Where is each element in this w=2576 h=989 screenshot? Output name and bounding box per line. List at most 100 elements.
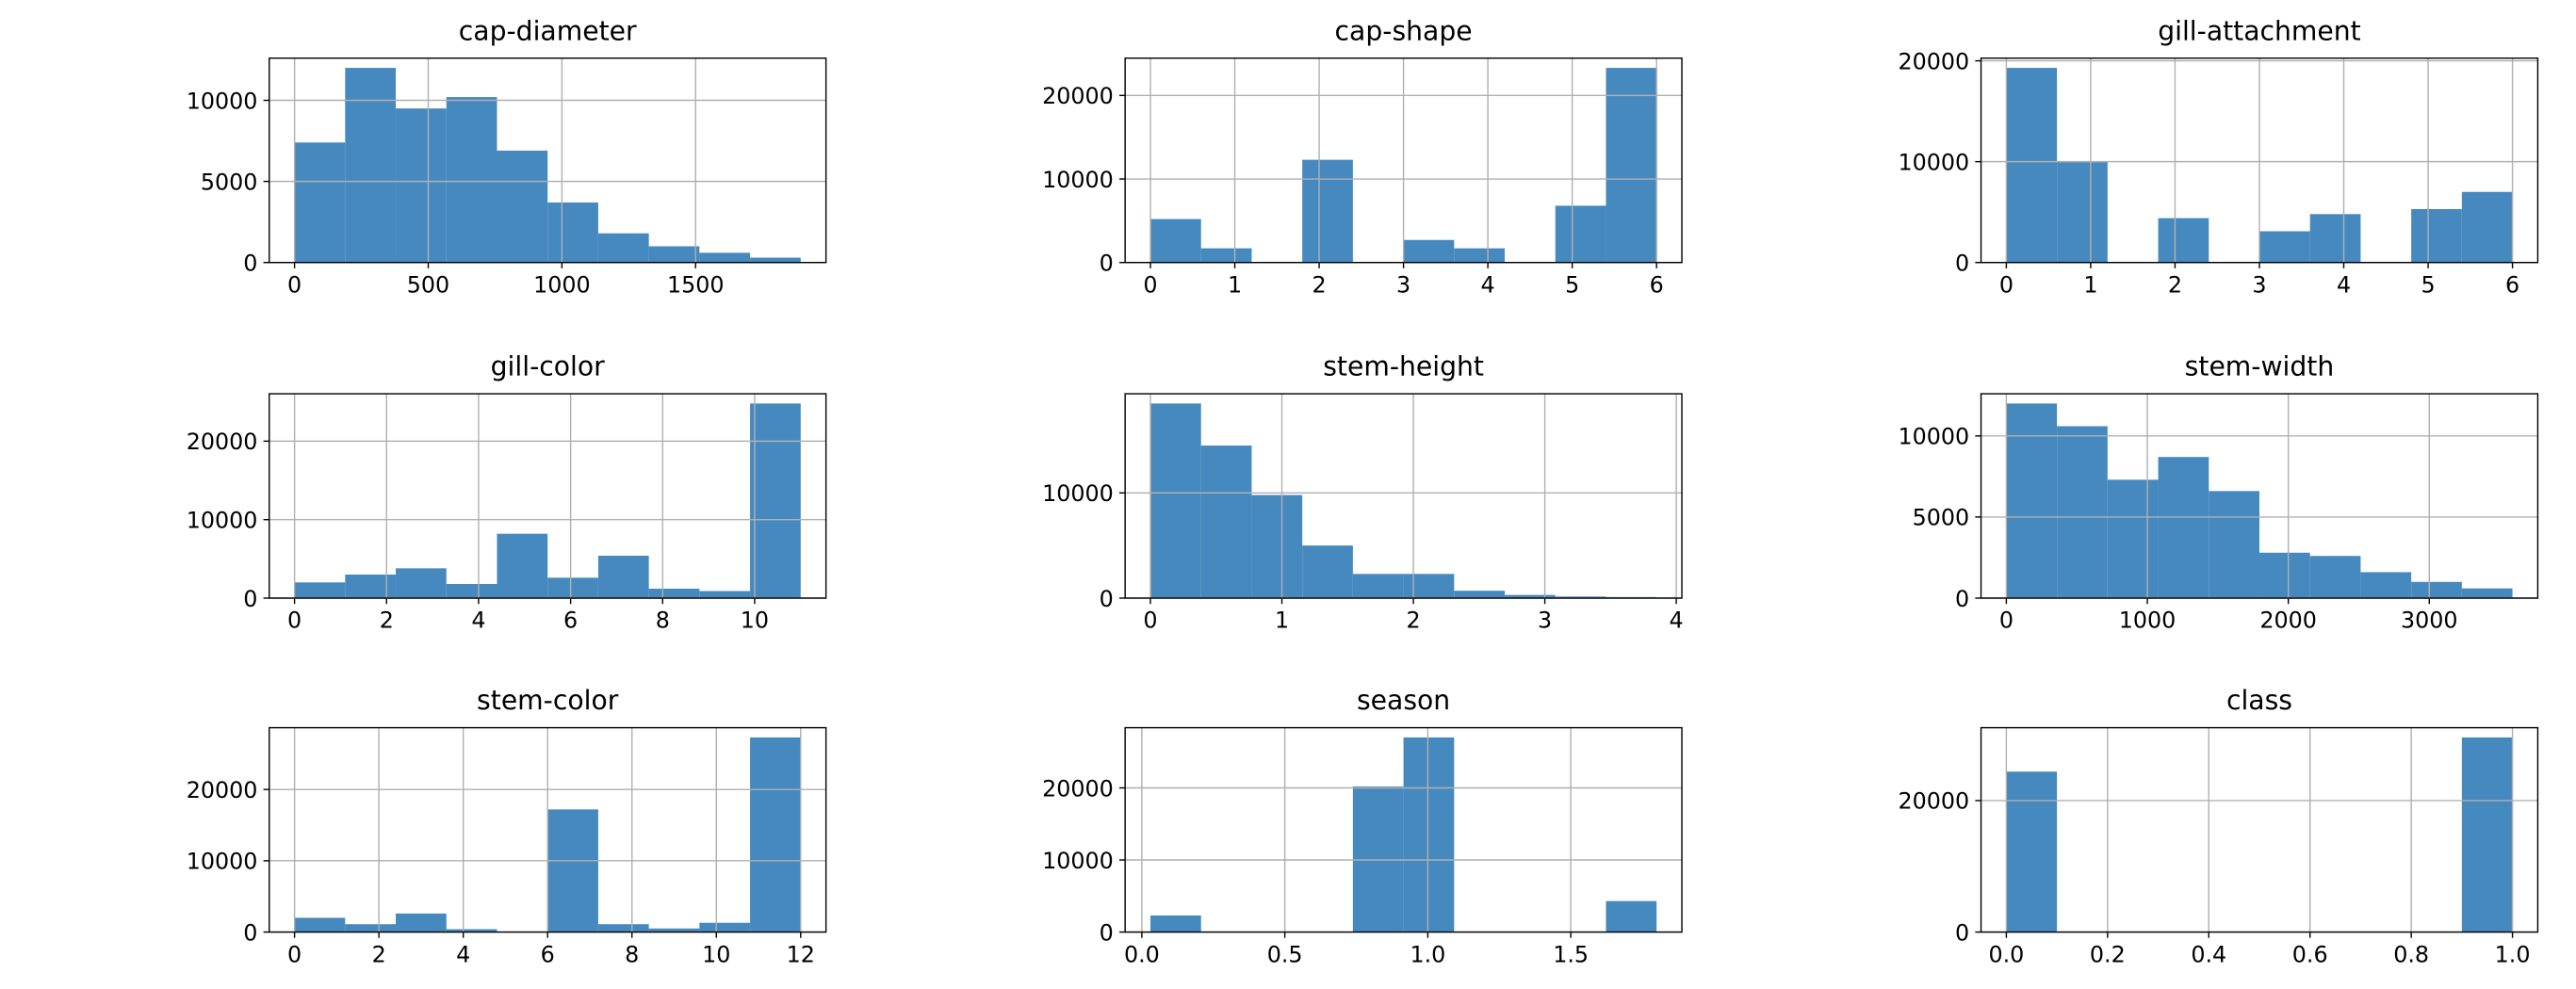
chart-title: season [1357,685,1450,716]
bar [345,924,397,932]
x-tick-label: 4 [456,941,470,967]
bar [1200,446,1252,599]
axes-frame [1124,726,1683,933]
bar [2006,771,2058,932]
bar [446,97,497,263]
y-tick-label: 5000 [1913,505,1970,531]
y-tick-label: 20000 [1898,788,1969,815]
x-tick-label: 0 [1143,271,1157,298]
bar [1149,915,1201,932]
axes-frame [1980,57,2539,264]
bar [294,582,346,599]
x-tick-label: 5 [1565,271,1579,298]
x-tick-label: 0.0 [1124,941,1160,967]
x-tick-label: 6 [541,941,555,967]
x-tick-label: 4 [2337,271,2351,298]
bar [1555,596,1606,599]
bar [597,233,649,263]
bar [1505,594,1556,599]
y-tick-label: 0 [243,919,257,946]
y-tick-label: 10000 [1042,848,1114,874]
y-tick-label: 20000 [1042,83,1114,109]
x-tick-label: 500 [407,271,449,298]
x-tick-label: 10 [741,608,769,634]
x-tick-label: 12 [787,941,815,967]
bar [2411,581,2462,599]
bar [2309,556,2361,599]
x-tick-label: 6 [563,608,578,634]
y-tick-label: 10000 [187,88,258,114]
y-tick-label: 0 [1955,586,1969,612]
bar [1403,574,1455,599]
bar [2309,214,2361,263]
x-tick-label: 1000 [533,271,591,298]
chart-title: class [2226,685,2292,716]
x-tick-label: 3 [2252,271,2266,298]
x-tick-label: 3 [1396,271,1410,298]
bar [2057,426,2108,599]
x-tick-label: 0 [1999,271,2014,298]
x-tick-label: 1500 [667,271,725,298]
bar [2209,491,2259,599]
x-tick-label: 1.0 [2495,941,2531,967]
x-tick-label: 0 [287,941,302,967]
bar [2158,218,2209,263]
bar [2006,68,2058,263]
x-tick-label: 6 [2505,271,2519,298]
y-tick-label: 20000 [1042,775,1114,802]
bar [1606,900,1657,932]
y-tick-label: 20000 [1898,48,1969,74]
y-tick-label: 20000 [187,777,258,803]
bar [396,913,447,932]
x-tick-label: 1 [1275,608,1289,634]
x-tick-label: 0 [287,608,302,634]
x-tick-label: 2 [1406,608,1420,634]
bar [2158,457,2209,599]
bar [750,403,801,599]
x-tick-label: 1000 [2119,608,2177,634]
bar [1454,248,1506,263]
bar [1403,239,1455,263]
bar [2107,479,2159,599]
bar [2461,191,2513,263]
y-tick-label: 10000 [1898,424,1969,450]
bar [699,922,751,932]
bar [1352,574,1404,599]
x-tick-label: 0.8 [2393,941,2429,967]
bar [396,568,447,599]
chart-title: gill-color [491,351,605,382]
x-tick-label: 8 [656,608,670,634]
bar [497,150,548,263]
x-tick-label: 0 [1143,608,1157,634]
axes-frame [1124,57,1683,264]
x-tick-label: 1.5 [1553,941,1589,967]
bar [648,589,700,599]
bar [1606,68,1657,263]
bar [1403,737,1455,932]
bar [699,252,751,263]
bar [446,929,497,932]
x-tick-label: 1 [1228,271,1242,298]
bar [2461,737,2513,932]
bar [1302,159,1353,263]
y-tick-label: 0 [1955,251,1969,277]
x-tick-label: 6 [1650,271,1664,298]
bar [2006,403,2058,599]
bar [1149,403,1201,599]
y-tick-label: 10000 [1898,149,1969,175]
bar [547,202,598,263]
bar [2258,231,2310,263]
x-tick-label: 2 [1312,271,1326,298]
x-tick-label: 4 [1481,271,1495,298]
bar [597,556,649,599]
bar [497,533,548,599]
x-tick-label: 2 [372,941,386,967]
bar [446,584,497,599]
bar [345,575,397,599]
y-tick-label: 20000 [187,429,258,455]
bar [1302,545,1353,599]
y-tick-label: 10000 [1042,167,1114,193]
bar [648,246,700,263]
bar [2360,572,2412,599]
